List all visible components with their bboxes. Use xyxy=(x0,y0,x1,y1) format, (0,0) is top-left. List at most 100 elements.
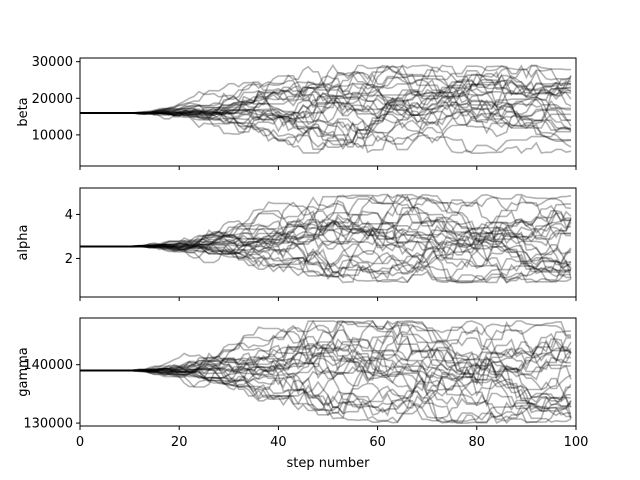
y-tick-label: 140000 xyxy=(23,358,73,373)
walker-line xyxy=(80,210,572,256)
walker-line xyxy=(80,210,571,273)
walker-line xyxy=(80,367,572,425)
walker-line xyxy=(80,92,571,127)
walker-line xyxy=(80,338,571,378)
walker-line xyxy=(80,210,572,259)
plot-frame xyxy=(79,57,577,167)
walker-line xyxy=(80,83,572,138)
walker-line xyxy=(80,88,571,137)
walker-line xyxy=(80,194,571,248)
x-tick-label: 40 xyxy=(270,435,287,450)
walker-line xyxy=(80,193,572,259)
walker-line xyxy=(80,220,571,254)
walker-line xyxy=(80,89,571,146)
walker-line xyxy=(80,210,571,251)
walker-line xyxy=(80,194,571,266)
x-tick-label: 80 xyxy=(469,435,486,450)
walker-line xyxy=(80,319,571,372)
walker-line xyxy=(80,366,572,407)
walker-line xyxy=(80,220,571,268)
walker-line xyxy=(80,328,571,407)
walker-line xyxy=(80,365,572,424)
walkers-alpha xyxy=(80,193,572,284)
walker-line xyxy=(80,341,572,420)
walker-line xyxy=(80,241,572,284)
y-tick-label: 2 xyxy=(65,252,73,267)
walker-line xyxy=(80,199,572,248)
walker-line xyxy=(80,74,572,123)
walker-line xyxy=(80,362,572,414)
walker-line xyxy=(80,321,571,404)
walker-line xyxy=(80,231,572,277)
walker-line xyxy=(80,349,572,381)
walker-line xyxy=(80,326,571,418)
walker-line xyxy=(80,64,571,124)
walker-line xyxy=(80,220,571,281)
walker-line xyxy=(80,73,571,150)
walker-line xyxy=(80,92,572,148)
walker-line xyxy=(80,78,572,133)
walker-line xyxy=(80,90,571,138)
walker-line xyxy=(80,65,572,114)
y-tick-label: 20000 xyxy=(32,92,73,107)
walker-line xyxy=(80,242,572,272)
walker-line xyxy=(80,72,571,141)
walker-line xyxy=(80,70,571,150)
walker-line xyxy=(80,369,572,419)
y-axis-label-alpha: alpha xyxy=(16,224,31,260)
y-tick-label: 30000 xyxy=(32,55,73,70)
walker-line xyxy=(80,320,571,391)
walker-line xyxy=(80,245,572,279)
walker-line xyxy=(80,228,572,280)
walker-line xyxy=(80,227,571,279)
walker-line xyxy=(80,89,571,154)
y-tick-label: 4 xyxy=(65,208,73,223)
walker-line xyxy=(80,201,572,269)
walker-line xyxy=(80,64,572,116)
walker-line xyxy=(80,82,571,115)
x-tick-label: 20 xyxy=(171,435,188,450)
walker-line xyxy=(80,322,572,377)
walker-line xyxy=(80,75,572,127)
walker-line xyxy=(80,349,571,405)
walker-line xyxy=(80,209,572,279)
walker-line xyxy=(80,368,571,422)
walker-line xyxy=(80,109,572,153)
panel-beta: 10000 20000 30000 beta xyxy=(16,55,577,170)
plot-frame xyxy=(79,187,577,298)
walker-line xyxy=(80,365,572,420)
walker-line xyxy=(80,320,572,383)
walker-line xyxy=(80,109,572,155)
walker-line xyxy=(80,227,572,284)
walker-line xyxy=(80,322,572,378)
walker-line xyxy=(80,65,572,116)
x-tick-label: 100 xyxy=(564,435,589,450)
walker-line xyxy=(80,239,571,273)
y-axis-label-beta: beta xyxy=(16,97,31,126)
x-tick-label: 60 xyxy=(369,435,386,450)
walker-line xyxy=(80,91,571,130)
walker-line xyxy=(80,90,571,129)
plot-frame xyxy=(79,317,577,427)
walker-line xyxy=(80,194,571,249)
walker-line xyxy=(80,244,571,283)
walker-line xyxy=(80,87,572,121)
walker-line xyxy=(80,320,572,380)
walker-line xyxy=(80,64,572,114)
walker-line xyxy=(80,64,571,116)
walker-line xyxy=(80,64,572,117)
walker-line xyxy=(80,357,572,424)
walker-line xyxy=(80,325,571,415)
walker-line xyxy=(80,193,571,255)
walker-line xyxy=(80,352,571,418)
walker-line xyxy=(80,359,572,417)
walker-line xyxy=(80,320,572,375)
walker-line xyxy=(80,324,571,372)
panel-alpha: 2 4 alpha xyxy=(16,187,577,301)
walker-line xyxy=(80,103,572,138)
x-tick-label: 0 xyxy=(76,435,84,450)
walker-line xyxy=(80,352,571,412)
walker-line xyxy=(80,102,572,154)
